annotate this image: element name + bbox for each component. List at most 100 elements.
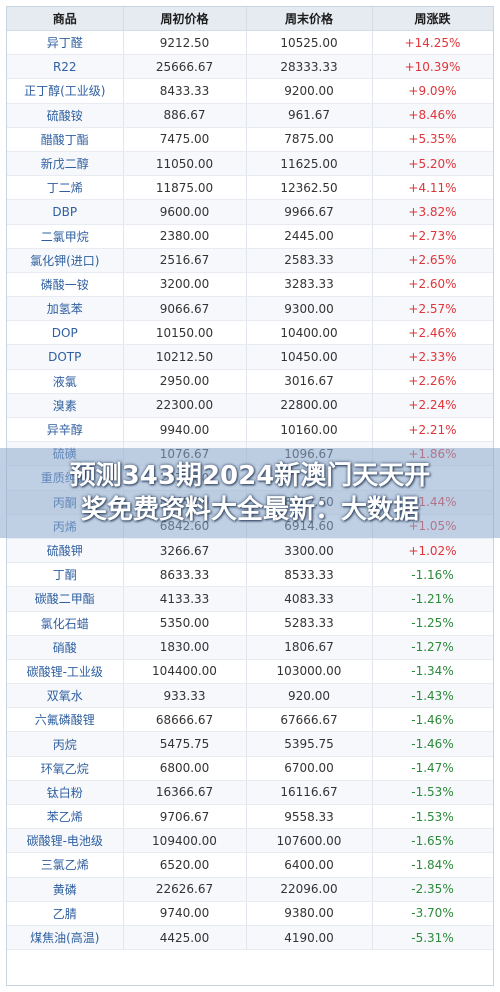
table-row: 硫酸铵 886.67 961.67 +8.46% <box>7 103 493 128</box>
week-end-price-cell: 9380.00 <box>246 901 373 926</box>
commodity-name-cell: 异丁醛 <box>7 30 124 56</box>
week-change-cell: +8.46% <box>372 103 493 128</box>
table-row: 正丁醇(工业级) 8433.33 9200.00 +9.09% <box>7 78 493 104</box>
week-change-cell: -1.46% <box>372 707 493 733</box>
week-start-price-cell: 9600.00 <box>123 199 247 225</box>
price-table: 商品 周初价格 周末价格 周涨跌 异丁醛 9212.50 10525.00 +14.2… <box>7 7 493 951</box>
table-row: 硫酸钾 3266.67 3300.00 +1.02% <box>7 538 493 564</box>
commodity-name-cell: 六氟磷酸锂 <box>7 707 124 733</box>
table-row: 异辛醇 9940.00 10160.00 +2.21% <box>7 417 493 443</box>
week-start-price-cell: 68666.67 <box>123 707 247 733</box>
week-change-cell: +2.65% <box>372 248 493 273</box>
commodity-name-cell: 磷酸一铵 <box>7 272 124 298</box>
week-end-price-cell: 3283.33 <box>246 272 373 298</box>
week-change-cell: +4.11% <box>372 175 493 201</box>
table-row: 异丁醛 9212.50 10525.00 +14.25% <box>7 30 493 56</box>
week-change-cell: -2.35% <box>372 877 493 902</box>
week-end-price-cell: 7875.00 <box>246 127 373 152</box>
table-row: 乙腈 9740.00 9380.00 -3.70% <box>7 901 493 926</box>
week-end-price-cell: 3016.67 <box>246 369 373 394</box>
week-change-cell: +9.09% <box>372 78 493 104</box>
week-end-price-cell: 4190.00 <box>246 925 373 951</box>
week-end-price-cell: 10525.00 <box>246 30 373 56</box>
overlay-title-line-2: 奖免费资料大全最新：大数据 <box>80 495 419 525</box>
commodity-name-cell: DBP <box>7 199 124 225</box>
week-change-cell: -1.21% <box>372 586 493 612</box>
week-start-price-cell: 886.67 <box>123 103 247 128</box>
table-row: 碳酸锂-电池级 109400.00 107600.00 -1.65% <box>7 828 493 854</box>
week-end-price-cell: 16116.67 <box>246 780 373 806</box>
week-start-price-cell: 9212.50 <box>123 30 247 56</box>
week-end-price-cell: 2583.33 <box>246 248 373 273</box>
commodity-name-cell: 钛白粉 <box>7 780 124 806</box>
week-end-price-cell: 3300.00 <box>246 538 373 564</box>
commodity-name-cell: 丁酮 <box>7 562 124 588</box>
week-end-price-cell: 6400.00 <box>246 852 373 878</box>
commodity-name-cell: 乙腈 <box>7 901 124 926</box>
commodity-name-cell: 二氯甲烷 <box>7 224 124 249</box>
table-row: 液氯 2950.00 3016.67 +2.26% <box>7 369 493 394</box>
commodity-name-cell: 双氧水 <box>7 683 124 709</box>
week-change-cell: +2.21% <box>372 417 493 443</box>
table-row: 加氢苯 9066.67 9300.00 +2.57% <box>7 296 493 322</box>
week-change-cell: -3.70% <box>372 901 493 926</box>
week-end-price-cell: 9966.67 <box>246 199 373 225</box>
commodity-name-cell: 新戊二醇 <box>7 151 124 177</box>
week-change-cell: +2.26% <box>372 369 493 394</box>
week-change-cell: -5.31% <box>372 925 493 951</box>
table-row: 钛白粉 16366.67 16116.67 -1.53% <box>7 780 493 806</box>
commodity-name-cell: 三氯乙烯 <box>7 852 124 878</box>
commodity-name-cell: 碳酸锂-电池级 <box>7 828 124 854</box>
table-row: 溴素 22300.00 22800.00 +2.24% <box>7 393 493 419</box>
week-end-price-cell: 22096.00 <box>246 877 373 902</box>
commodity-name-cell: DOTP <box>7 344 124 370</box>
table-row: 苯乙烯 9706.67 9558.33 -1.53% <box>7 804 493 830</box>
week-end-price-cell: 10400.00 <box>246 320 373 346</box>
week-start-price-cell: 8633.33 <box>123 562 247 588</box>
week-end-price-cell: 28333.33 <box>246 54 373 80</box>
week-start-price-cell: 3200.00 <box>123 272 247 298</box>
commodity-name-cell: 氯化钾(进口) <box>7 248 124 273</box>
week-start-price-cell: 11875.00 <box>123 175 247 201</box>
week-start-price-cell: 5350.00 <box>123 611 247 636</box>
title-overlay-banner: 预测343期2024新澳门天天开 奖免费资料大全最新：大数据 <box>0 448 500 538</box>
week-start-price-cell: 8433.33 <box>123 78 247 104</box>
commodity-name-cell: 异辛醇 <box>7 417 124 443</box>
week-start-price-cell: 9740.00 <box>123 901 247 926</box>
week-start-price-cell: 4133.33 <box>123 586 247 612</box>
week-start-price-cell: 11050.00 <box>123 151 247 177</box>
table-row: 碳酸二甲酯 4133.33 4083.33 -1.21% <box>7 586 493 612</box>
table-row: 新戊二醇 11050.00 11625.00 +5.20% <box>7 151 493 177</box>
table-row: 二氯甲烷 2380.00 2445.00 +2.73% <box>7 224 493 249</box>
commodity-name-cell: 丁二烯 <box>7 175 124 201</box>
week-change-cell: +2.24% <box>372 393 493 419</box>
week-end-price-cell: 8533.33 <box>246 562 373 588</box>
week-end-price-cell: 920.00 <box>246 683 373 709</box>
week-change-cell: -1.46% <box>372 731 493 757</box>
week-end-price-cell: 67666.67 <box>246 707 373 733</box>
table-row: 氯化石蜡 5350.00 5283.33 -1.25% <box>7 611 493 636</box>
commodity-name-cell: 丙烷 <box>7 731 124 757</box>
week-change-cell: -1.25% <box>372 611 493 636</box>
week-start-price-cell: 5475.75 <box>123 731 247 757</box>
commodity-name-cell: 碳酸锂-工业级 <box>7 659 124 685</box>
week-start-price-cell: 9706.67 <box>123 804 247 830</box>
week-change-cell: -1.34% <box>372 659 493 685</box>
week-start-price-cell: 22300.00 <box>123 393 247 419</box>
week-change-cell: +5.20% <box>372 151 493 177</box>
table-row: 三氯乙烯 6520.00 6400.00 -1.84% <box>7 852 493 878</box>
table-row: 六氟磷酸锂 68666.67 67666.67 -1.46% <box>7 707 493 733</box>
table-row: 环氧乙烷 6800.00 6700.00 -1.47% <box>7 756 493 781</box>
table-row: 黄磷 22626.67 22096.00 -2.35% <box>7 877 493 902</box>
week-end-price-cell: 5283.33 <box>246 611 373 636</box>
commodity-name-cell: 液氯 <box>7 369 124 394</box>
week-change-cell: +10.39% <box>372 54 493 80</box>
week-start-price-cell: 109400.00 <box>123 828 247 854</box>
table-row: 煤焦油(高温) 4425.00 4190.00 -5.31% <box>7 925 493 951</box>
table-row: 碳酸锂-工业级 104400.00 103000.00 -1.34% <box>7 659 493 685</box>
commodity-name-cell: 正丁醇(工业级) <box>7 78 124 104</box>
week-start-price-cell: 1830.00 <box>123 635 247 660</box>
week-end-price-cell: 9200.00 <box>246 78 373 104</box>
week-change-cell: -1.84% <box>372 852 493 878</box>
commodity-name-cell: 黄磷 <box>7 877 124 902</box>
